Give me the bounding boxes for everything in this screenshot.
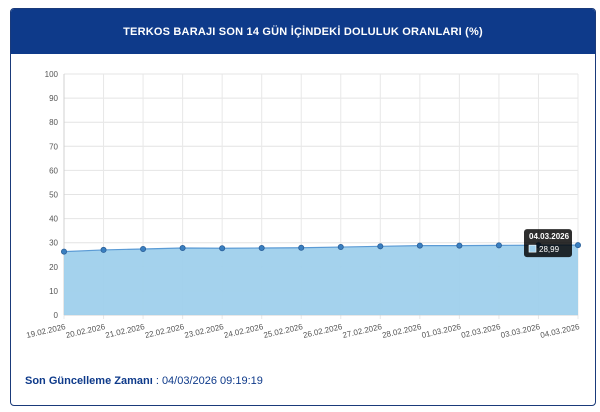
data-point [495, 242, 502, 249]
data-point [337, 244, 344, 251]
chart-card: TERKOS BARAJI SON 14 GÜN İÇİNDEKİ DOLULU… [10, 8, 596, 406]
fill-rate-chart: 0 10 20 30 40 50 60 70 80 90 100 19.02.202620.02.20… [25, 70, 582, 340]
last-update-label: Son Güncelleme Zamanı [25, 375, 153, 387]
chart-header: TERKOS BARAJI SON 14 GÜN İÇİNDEKİ DOLULU… [11, 9, 595, 54]
data-point [298, 244, 305, 251]
series-line [63, 244, 579, 253]
data-point [377, 243, 384, 250]
y-tick-label: 30 [49, 239, 58, 248]
x-tick-label: 25.02.2026 [263, 322, 305, 340]
x-tick-label: 01.03.2026 [421, 322, 463, 340]
data-point [258, 245, 265, 252]
x-tick-label: 28.02.2026 [381, 322, 423, 340]
x-tick-label: 02.03.2026 [460, 322, 502, 340]
x-tick-label: 22.02.2026 [144, 322, 186, 340]
x-tick-label: 04.03.2026 [539, 322, 581, 340]
x-tick-label: 23.02.2026 [184, 322, 226, 340]
data-point [456, 242, 463, 249]
y-tick-label: 70 [49, 142, 58, 151]
tooltip-value: 28,99 [539, 245, 560, 254]
last-update: Son Güncelleme Zamanı : 04/03/2026 09:19… [25, 375, 263, 387]
y-tick-label: 10 [49, 287, 58, 296]
last-update-value: 04/03/2026 09:19:19 [161, 375, 263, 387]
x-tick-label: 27.02.2026 [342, 322, 384, 340]
chart-area: 0 10 20 30 40 50 60 70 80 90 100 19.02.2026 20.02.20… [11, 54, 595, 354]
y-tick-label: 80 [49, 118, 58, 127]
x-tick-label: 03.03.2026 [500, 322, 542, 340]
y-tick-label: 60 [49, 166, 58, 175]
series-area [64, 245, 578, 315]
y-tick-label: 40 [49, 215, 58, 224]
data-point [179, 245, 186, 252]
data-point [575, 242, 582, 249]
data-point [140, 245, 147, 252]
data-point [61, 248, 68, 255]
x-tick-label: 26.02.2026 [302, 322, 344, 340]
chart-title: TERKOS BARAJI SON 14 GÜN İÇİNDEKİ DOLULU… [123, 25, 483, 38]
x-tick-label: 21.02.2026 [104, 322, 146, 340]
x-tick-label: 20.02.2026 [65, 322, 107, 340]
y-tick-label: 50 [49, 191, 58, 200]
y-tick-label: 90 [49, 94, 58, 103]
data-point [416, 242, 423, 249]
y-tick-label: 0 [54, 311, 59, 320]
tooltip-swatch [528, 244, 537, 253]
data-point [219, 245, 226, 252]
tooltip-title: 04.03.2026 [529, 232, 570, 241]
x-tick-label: 24.02.2026 [223, 322, 265, 340]
y-tick-label: 20 [49, 263, 58, 272]
x-tick-label: 19.02.2026 [25, 322, 67, 340]
y-tick-label: 100 [45, 70, 59, 79]
last-update-separator: : [152, 375, 162, 387]
data-point [100, 246, 107, 253]
